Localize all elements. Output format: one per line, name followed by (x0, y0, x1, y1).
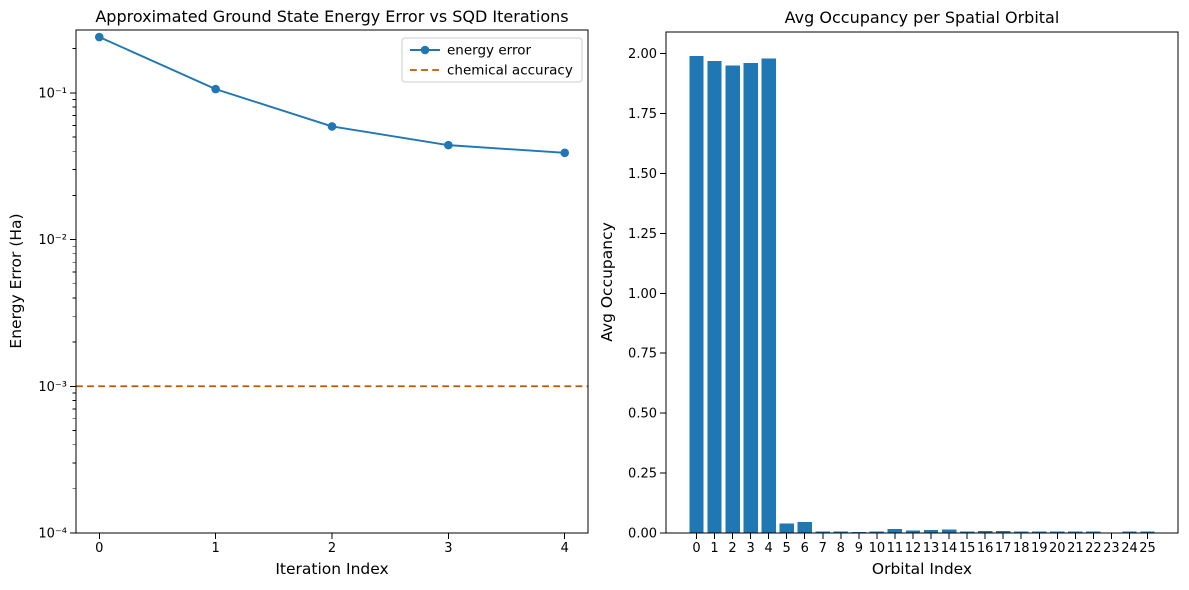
x-tick-label: 19 (1031, 541, 1048, 556)
left-chart-spines (75, 29, 589, 534)
bar-orbital-20 (1050, 531, 1065, 533)
legend-box (401, 37, 583, 83)
occupancy-bars (689, 55, 1155, 534)
left-chart-title: Approximated Ground State Energy Error v… (95, 7, 568, 26)
y-tick-label: 10⁻³ (38, 380, 67, 395)
x-tick-label: 3 (746, 541, 754, 556)
x-tick-label: 3 (444, 541, 452, 556)
bar-orbital-19 (1032, 531, 1047, 533)
bar-orbital-8 (833, 531, 849, 533)
x-tick-label: 0 (692, 541, 700, 556)
bar-orbital-7 (815, 531, 830, 533)
y-tick-label: 0.25 (628, 467, 657, 482)
energy-error-point (94, 32, 104, 42)
left-chart-ylabel: Energy Error (Ha) (7, 213, 25, 348)
bar-orbital-14 (941, 529, 957, 533)
bar-orbital-25 (1140, 531, 1155, 533)
x-axis-ticks: 0 1 2 3 4 (95, 533, 569, 556)
x-tick-label: 7 (819, 541, 827, 556)
x-tick-label: 18 (1013, 541, 1030, 556)
x-tick-label: 6 (801, 541, 809, 556)
x-tick-label: 1 (211, 541, 219, 556)
x-tick-label: 5 (783, 541, 791, 556)
energy-error-point (444, 140, 453, 150)
bar-orbital-3 (743, 63, 758, 533)
y-tick-label: 10⁻¹ (38, 86, 67, 101)
bar-orbital-10 (869, 531, 885, 533)
bar-orbital-24 (1122, 531, 1137, 533)
x-tick-label: 23 (1103, 541, 1120, 556)
left-chart-plot-area: 10⁻¹ 10⁻² 10⁻³ 10⁻⁴ 0 1 2 3 4 energy error chemica… (38, 29, 589, 556)
left-chart-xlabel: Iteration Index (275, 560, 388, 578)
bar-orbital-2 (725, 65, 740, 533)
x-tick-label: 25 (1139, 541, 1156, 556)
x-tick-label: 4 (765, 541, 773, 556)
y-tick-label: 1.50 (628, 167, 657, 182)
right-chart-ylabel: Avg Occupancy (598, 222, 616, 342)
bar-orbital-1 (707, 60, 722, 533)
x-tick-label: 14 (941, 541, 958, 556)
bar-orbital-16 (977, 531, 993, 533)
energy-error-point (327, 122, 337, 131)
x-tick-label: 8 (837, 541, 845, 556)
x-tick-label: 15 (959, 541, 976, 556)
bar-orbital-21 (1068, 531, 1083, 533)
y-tick-label: 1.00 (628, 287, 657, 302)
y-tick-label: 0.75 (628, 347, 657, 362)
bar-orbital-9 (851, 531, 867, 533)
legend-label-energy-error: energy error (447, 43, 531, 59)
bar-orbital-6 (797, 521, 812, 533)
x-tick-label: 10 (869, 541, 886, 556)
legend-marker-sample (420, 45, 430, 55)
bar-orbital-4 (761, 58, 776, 534)
x-tick-label: 22 (1085, 541, 1102, 556)
x-tick-label: 2 (328, 541, 336, 556)
right-chart-xlabel: Orbital Index (872, 560, 972, 578)
y-tick-label: 1.25 (628, 227, 657, 242)
bar-orbital-13 (923, 529, 939, 533)
y-tick-label: 10⁻² (38, 233, 67, 248)
right-chart-title: Avg Occupancy per Spatial Orbital (785, 8, 1060, 27)
right-chart-plot-area: 0.000.250.500.751.001.251.501.752.000 1 2 3… (628, 31, 1179, 556)
x-tick-label: 0 (95, 541, 103, 556)
energy-error-point (211, 84, 220, 94)
x-tick-label: 17 (995, 541, 1012, 556)
bar-orbital-0 (689, 55, 704, 534)
x-tick-label: 9 (855, 541, 863, 556)
legend: energy error chemical accuracy (401, 37, 583, 83)
y-tick-label: 0.50 (628, 407, 657, 422)
y-tick-label: 1.75 (628, 107, 657, 122)
right-chart-spines (665, 31, 1179, 534)
bar-orbital-15 (959, 531, 975, 533)
x-axis-ticks: 0 1 2 3 4 5 6 7 8 9 10 11 12 13 14 15 16 17 18 19 20 21 22 23 24… (692, 533, 1156, 556)
y-tick-label: 2.00 (628, 47, 657, 62)
x-tick-label: 24 (1121, 541, 1138, 556)
x-tick-label: 1 (710, 541, 718, 556)
bar-orbital-22 (1086, 531, 1101, 533)
bar-orbital-11 (887, 529, 903, 533)
x-tick-label: 16 (977, 541, 994, 556)
bar-orbital-17 (995, 531, 1011, 533)
x-tick-label: 21 (1067, 541, 1084, 556)
y-tick-label: 0.00 (628, 527, 657, 542)
x-tick-label: 11 (887, 541, 904, 556)
x-tick-label: 20 (1049, 541, 1066, 556)
y-axis-ticks: 10⁻¹ 10⁻² 10⁻³ 10⁻⁴ (38, 86, 76, 542)
y-axis-ticks: 0.00 0.25 0.50 0.75 1.00 1.25 1.50 1.75 2.00 (628, 47, 666, 542)
bar-orbital-12 (905, 530, 921, 533)
y-tick-label: 10⁻⁴ (38, 527, 67, 542)
x-tick-label: 2 (728, 541, 736, 556)
x-tick-label: 12 (905, 541, 922, 556)
legend-label-chemical-accuracy: chemical accuracy (447, 63, 573, 79)
x-tick-label: 13 (923, 541, 940, 556)
bar-orbital-5 (779, 523, 794, 533)
y-axis-minor-ticks (72, 48, 76, 490)
bar-orbital-18 (1014, 531, 1029, 533)
x-tick-label: 4 (561, 541, 569, 556)
energy-error-point (560, 148, 570, 158)
